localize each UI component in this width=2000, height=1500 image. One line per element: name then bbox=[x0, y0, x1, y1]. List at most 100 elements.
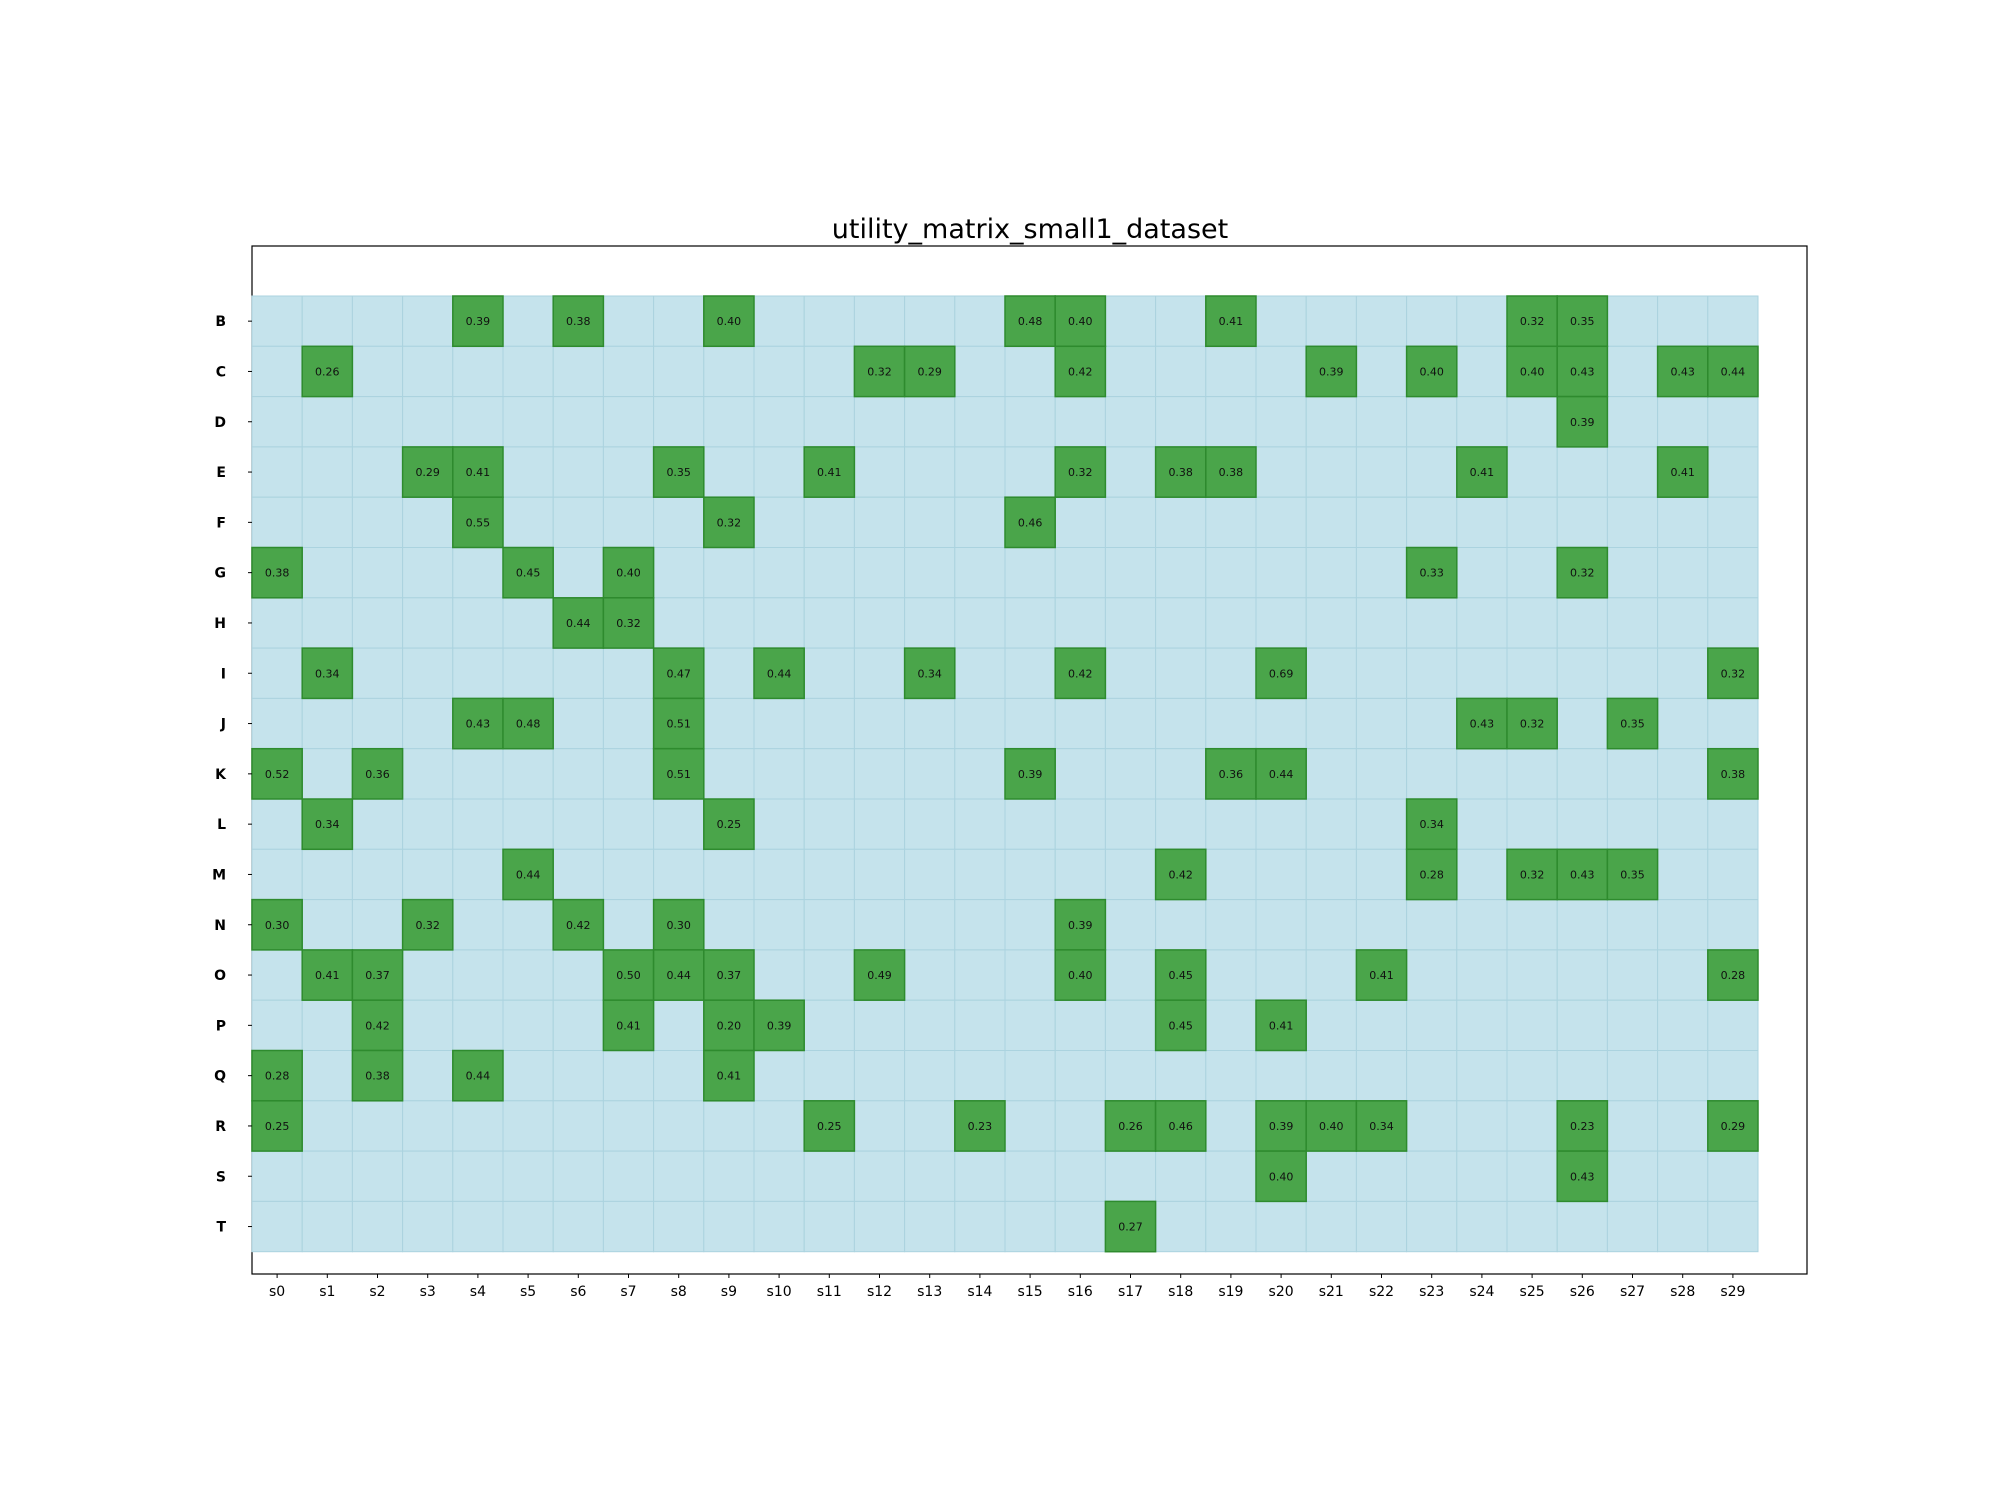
empty-cell bbox=[251, 446, 303, 498]
empty-cell bbox=[1104, 597, 1157, 649]
cell-value-label: 0.39 bbox=[1319, 365, 1344, 378]
x-tick-label: s3 bbox=[420, 1284, 436, 1300]
cell-value-label: 0.55 bbox=[466, 516, 491, 529]
empty-cell bbox=[1004, 1150, 1056, 1202]
empty-cell bbox=[803, 597, 855, 649]
cell-value-label: 0.29 bbox=[415, 466, 440, 479]
empty-cell bbox=[1054, 848, 1106, 901]
empty-cell bbox=[502, 295, 554, 347]
cell-value-label: 0.44 bbox=[1721, 365, 1746, 378]
empty-cell bbox=[954, 848, 1006, 901]
empty-cell bbox=[1707, 1050, 1759, 1102]
empty-cell bbox=[1657, 899, 1709, 951]
value-cell bbox=[1154, 848, 1207, 901]
empty-cell bbox=[602, 848, 655, 901]
empty-cell bbox=[1355, 446, 1408, 498]
y-tick-label: E bbox=[216, 465, 226, 481]
value-cell bbox=[401, 446, 454, 498]
empty-cell bbox=[1556, 748, 1608, 800]
empty-cell bbox=[1456, 798, 1508, 850]
value-cell bbox=[452, 697, 504, 750]
cell-value-label: 0.46 bbox=[1018, 516, 1043, 529]
empty-cell bbox=[853, 1100, 906, 1152]
empty-cell bbox=[1004, 547, 1056, 599]
empty-cell bbox=[251, 396, 303, 448]
empty-cell bbox=[1657, 1050, 1709, 1102]
empty-cell bbox=[1305, 899, 1357, 951]
x-tick-label: s6 bbox=[570, 1284, 586, 1300]
x-tick-label: s5 bbox=[520, 1284, 536, 1300]
empty-cell bbox=[452, 547, 504, 599]
value-cell bbox=[452, 1049, 504, 1102]
x-tick-label: s16 bbox=[1068, 1284, 1093, 1300]
empty-cell bbox=[1657, 748, 1709, 800]
empty-cell bbox=[904, 547, 956, 599]
empty-cell bbox=[1606, 547, 1659, 599]
empty-cell bbox=[954, 1200, 1006, 1253]
empty-cell bbox=[602, 647, 655, 699]
x-tick-label: s19 bbox=[1218, 1284, 1243, 1300]
value-cell bbox=[652, 647, 705, 700]
empty-cell bbox=[1355, 748, 1408, 800]
empty-cell bbox=[1104, 1050, 1157, 1102]
empty-cell bbox=[1255, 899, 1307, 951]
empty-cell bbox=[1305, 547, 1357, 599]
value-cell bbox=[853, 345, 906, 398]
value-cell bbox=[1556, 295, 1609, 348]
empty-cell bbox=[301, 999, 353, 1052]
empty-cell bbox=[703, 1100, 755, 1152]
empty-cell bbox=[301, 899, 353, 951]
empty-cell bbox=[402, 798, 454, 850]
value-cell bbox=[1305, 345, 1358, 398]
cell-value-label: 0.51 bbox=[666, 718, 691, 731]
x-tick-label: s24 bbox=[1469, 1284, 1494, 1300]
empty-cell bbox=[1205, 798, 1257, 850]
empty-cell bbox=[1707, 396, 1759, 448]
empty-cell bbox=[904, 1200, 956, 1253]
cell-value-label: 0.38 bbox=[1721, 768, 1746, 781]
empty-cell bbox=[452, 1200, 504, 1253]
empty-cell bbox=[954, 697, 1006, 750]
cell-value-label: 0.32 bbox=[1068, 466, 1093, 479]
cell-value-label: 0.43 bbox=[466, 718, 491, 731]
empty-cell bbox=[1406, 697, 1458, 750]
empty-cell bbox=[1606, 396, 1659, 448]
empty-cell bbox=[301, 396, 353, 448]
empty-cell bbox=[1104, 496, 1157, 549]
empty-cell bbox=[1054, 697, 1106, 750]
x-tick-label: s8 bbox=[671, 1284, 687, 1300]
cell-value-label: 0.39 bbox=[1018, 768, 1043, 781]
cell-value-label: 0.32 bbox=[1520, 718, 1545, 731]
empty-cell bbox=[251, 1150, 303, 1202]
empty-cell bbox=[1355, 1050, 1408, 1102]
empty-cell bbox=[402, 748, 454, 800]
empty-cell bbox=[1606, 446, 1659, 498]
empty-cell bbox=[502, 647, 554, 699]
value-cell bbox=[452, 496, 504, 549]
empty-cell bbox=[1657, 295, 1709, 347]
y-tick-label: R bbox=[215, 1119, 226, 1135]
empty-cell bbox=[753, 1200, 805, 1253]
value-cell bbox=[351, 1049, 404, 1102]
value-cell bbox=[1606, 697, 1659, 750]
empty-cell bbox=[753, 446, 805, 498]
empty-cell bbox=[452, 647, 504, 699]
empty-cell bbox=[1456, 748, 1508, 800]
cell-value-label: 0.48 bbox=[1018, 315, 1043, 328]
empty-cell bbox=[1054, 547, 1106, 599]
x-tick-label: s20 bbox=[1269, 1284, 1294, 1300]
cell-value-label: 0.42 bbox=[1068, 365, 1093, 378]
empty-cell bbox=[1406, 647, 1458, 699]
empty-cell bbox=[954, 547, 1006, 599]
empty-cell bbox=[1506, 597, 1558, 649]
x-tick-label: s0 bbox=[269, 1284, 285, 1300]
empty-cell bbox=[653, 999, 705, 1052]
empty-cell bbox=[1406, 597, 1458, 649]
empty-cell bbox=[1305, 999, 1357, 1052]
empty-cell bbox=[1305, 697, 1357, 750]
empty-cell bbox=[1606, 345, 1659, 398]
empty-cell bbox=[803, 748, 855, 800]
empty-cell bbox=[1707, 798, 1759, 850]
empty-cell bbox=[1606, 295, 1659, 347]
empty-cell bbox=[1606, 496, 1659, 549]
